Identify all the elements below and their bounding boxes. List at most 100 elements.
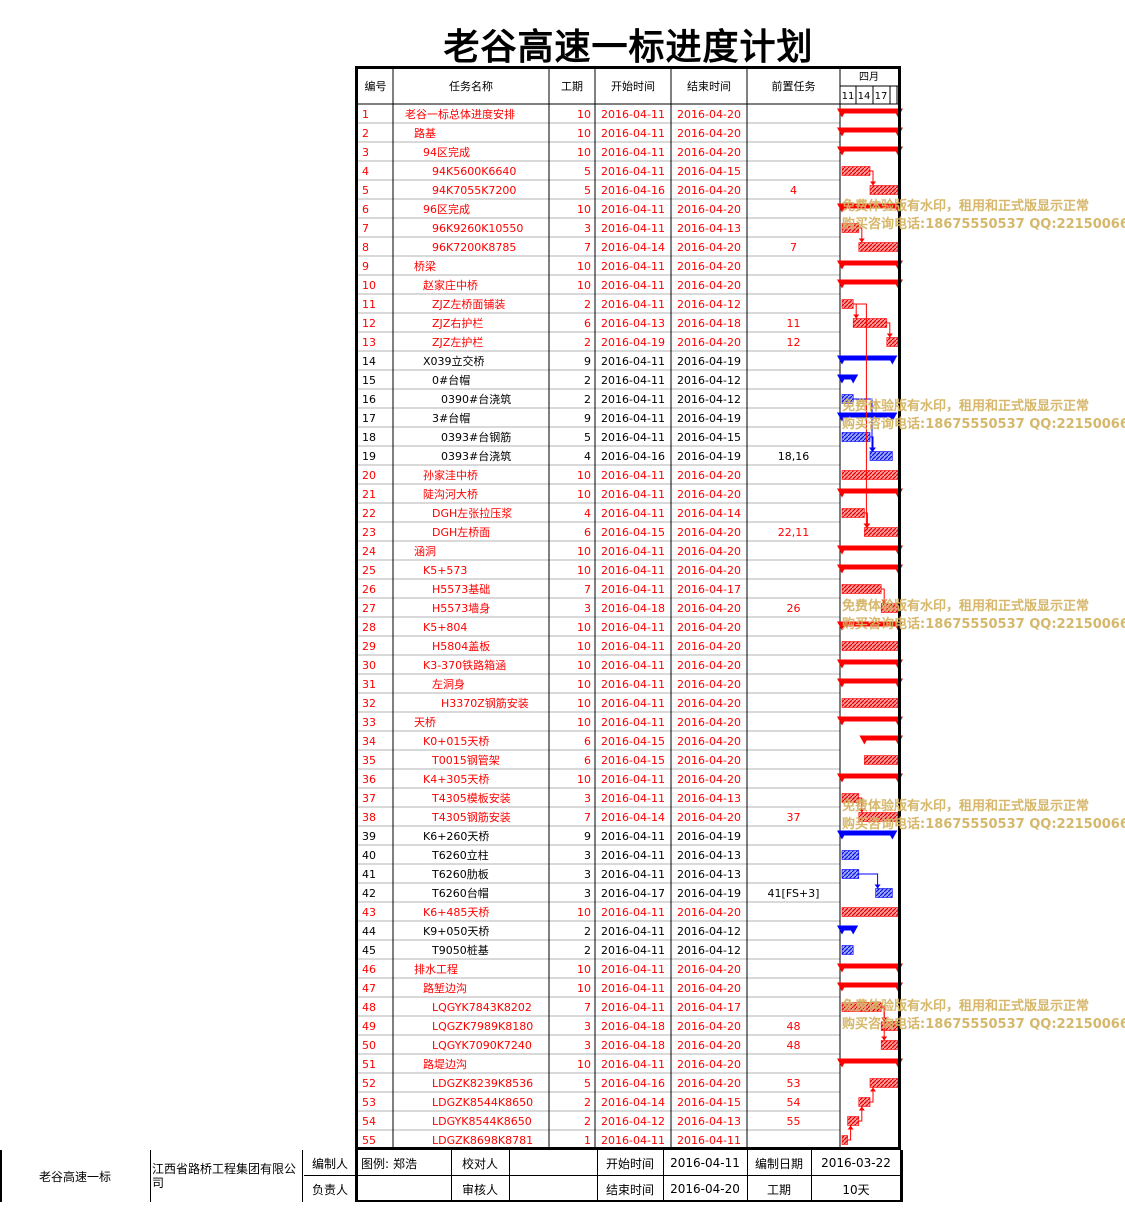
task-id: 55 (362, 1134, 376, 1147)
task-id: 26 (362, 583, 376, 596)
task-name: H5804盖板 (432, 639, 490, 653)
summary-bar (841, 355, 894, 361)
task-id: 8 (362, 241, 369, 254)
summary-cap (837, 830, 847, 840)
summary-bar (841, 488, 899, 494)
footer-divider (150, 1150, 151, 1202)
task-duration: 10 (577, 469, 591, 482)
task-id: 18 (362, 431, 376, 444)
task-predecessors: 53 (787, 1077, 801, 1090)
task-end: 2016-04-20 (677, 469, 741, 482)
task-name: T4305钢筋安装 (431, 810, 511, 824)
task-end: 2016-04-20 (677, 564, 741, 577)
summary-cap (837, 108, 847, 118)
task-end: 2016-04-17 (677, 583, 741, 596)
task-start: 2016-04-11 (601, 545, 665, 558)
summary-cap (887, 412, 898, 422)
task-id: 7 (362, 222, 369, 235)
trial-watermark: 免费体验版有水印，租用和正式版显示正常 购买咨询电话:18675550537 QQ… (842, 198, 1125, 234)
task-end: 2016-04-19 (677, 412, 741, 425)
task-start: 2016-04-11 (601, 792, 665, 805)
task-start: 2016-04-16 (601, 450, 665, 463)
task-predecessors: 12 (787, 336, 801, 349)
trial-watermark: 免费体验版有水印，租用和正式版显示正常 购买咨询电话:18675550537 QQ… (842, 798, 1125, 834)
date-label: 编制日期 (754, 1156, 803, 1171)
task-name: K5+804 (423, 621, 467, 634)
task-start: 2016-04-14 (601, 241, 665, 254)
footer-divider (509, 1150, 510, 1200)
summary-cap (837, 716, 847, 726)
task-end: 2016-04-20 (677, 697, 741, 710)
summary-bar (841, 716, 899, 722)
timescale-day: 14 (858, 91, 871, 102)
task-end: 2016-04-19 (677, 830, 741, 843)
task-bar (886, 337, 899, 347)
task-id: 46 (362, 963, 376, 976)
dependency-arrow (858, 1106, 865, 1111)
task-name: T0015钢管架 (431, 753, 500, 767)
task-end: 2016-04-20 (677, 963, 741, 976)
task-duration: 10 (577, 279, 591, 292)
timescale-day: 11 (842, 91, 855, 102)
task-end: 2016-04-20 (677, 754, 741, 767)
dependency-arrow (847, 1125, 854, 1130)
summary-cap (859, 735, 870, 745)
footer-divider (900, 1150, 903, 1202)
task-end: 2016-04-20 (677, 716, 741, 729)
watermark-line: 免费体验版有水印，租用和正式版显示正常 (842, 599, 1090, 614)
task-end: 2016-04-20 (677, 241, 741, 254)
trial-watermark: 免费体验版有水印，租用和正式版显示正常 购买咨询电话:18675550537 QQ… (842, 398, 1125, 434)
task-duration: 10 (577, 906, 591, 919)
task-duration: 3 (584, 1020, 591, 1033)
task-start: 2016-04-11 (601, 374, 665, 387)
task-id: 38 (362, 811, 376, 824)
task-name: 路基 (414, 127, 436, 140)
task-start: 2016-04-11 (601, 868, 665, 881)
date-value: 2016-03-22 (821, 1156, 891, 1170)
task-name: K3-370铁路箱涵 (423, 658, 506, 672)
legend-label: 图例: (361, 1156, 390, 1171)
task-predecessors: 11 (787, 317, 801, 330)
task-bar (869, 451, 893, 461)
task-predecessors: 7 (790, 241, 797, 254)
task-duration: 3 (584, 849, 591, 862)
task-id: 6 (362, 203, 369, 216)
task-duration: 7 (584, 1001, 591, 1014)
task-name: LQGYK7090K7240 (432, 1039, 532, 1052)
task-name: T4305模板安装 (431, 791, 511, 805)
task-start: 2016-04-11 (601, 963, 665, 976)
task-duration: 10 (577, 716, 591, 729)
task-name: 96K7200K8785 (432, 241, 516, 254)
task-duration: 9 (584, 412, 591, 425)
dependency-arrow (863, 523, 870, 528)
dependency-arrow (881, 599, 888, 604)
task-name: 路堑边沟 (423, 981, 467, 995)
task-end: 2016-04-19 (677, 887, 741, 900)
dependency-arrow (869, 447, 875, 452)
watermark-line: 免费体验版有水印，租用和正式版显示正常 (842, 999, 1090, 1014)
footer-divider (302, 1150, 303, 1202)
task-id: 19 (362, 450, 376, 463)
dependency-arrow (870, 181, 876, 186)
task-predecessors: 55 (787, 1115, 801, 1128)
summary-cap (837, 659, 847, 669)
task-end: 2016-04-20 (677, 1058, 741, 1071)
summary-bar (841, 564, 899, 570)
dependency-link (858, 1106, 863, 1122)
dependency-link (847, 1125, 852, 1141)
summary-cap (837, 374, 847, 384)
task-name: X039立交桥 (423, 354, 485, 368)
task-end: 2016-04-20 (677, 1020, 741, 1033)
task-id: 50 (362, 1039, 376, 1052)
task-duration: 5 (584, 184, 591, 197)
task-id: 15 (362, 374, 376, 387)
duration-value: 10天 (842, 1182, 870, 1197)
task-bar (875, 888, 893, 898)
task-predecessors: 22,11 (778, 526, 810, 539)
summary-bar (841, 830, 894, 836)
task-name: T6260立柱 (431, 848, 489, 862)
task-end: 2016-04-20 (677, 127, 741, 140)
task-duration: 10 (577, 488, 591, 501)
task-name: ZJZ右护栏 (432, 316, 483, 330)
task-start: 2016-04-11 (601, 279, 665, 292)
